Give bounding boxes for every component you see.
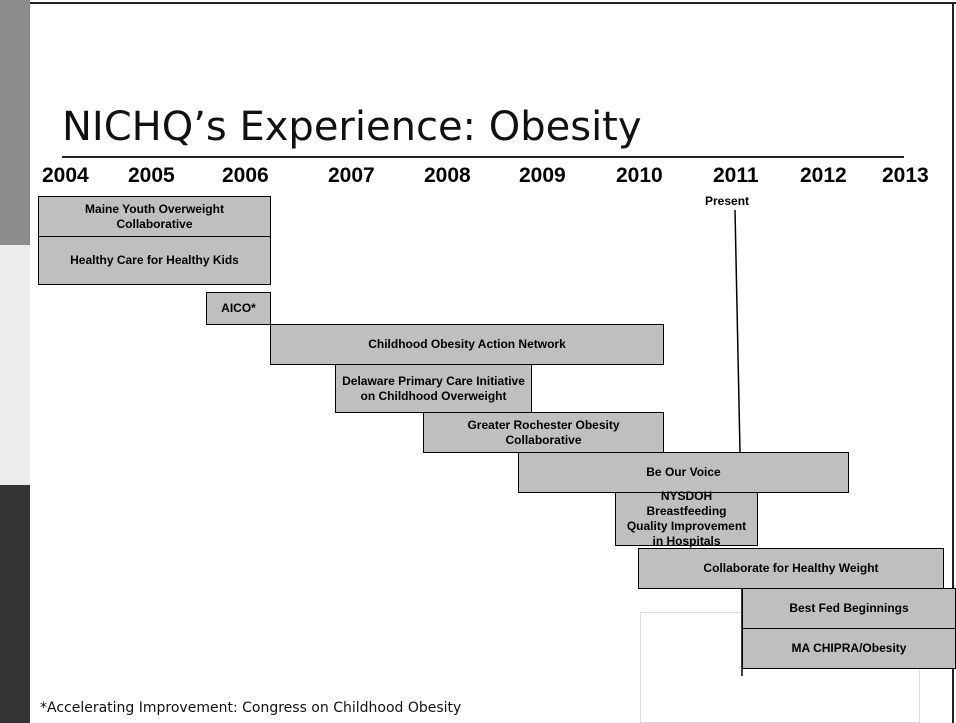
timeline-bar: Childhood Obesity Action Network bbox=[270, 324, 664, 365]
year-label: 2013 bbox=[882, 164, 929, 187]
year-label: 2007 bbox=[328, 164, 375, 187]
timeline-bar: Healthy Care for Healthy Kids bbox=[38, 236, 271, 285]
footnote: *Accelerating Improvement: Congress on C… bbox=[40, 700, 462, 716]
title-underline bbox=[62, 156, 904, 158]
timeline-bar: Greater Rochester Obesity Collaborative bbox=[423, 412, 664, 453]
present-line bbox=[734, 209, 741, 453]
side-strip-bottom bbox=[0, 485, 30, 723]
year-label: 2009 bbox=[519, 164, 566, 187]
timeline-bar: Collaborate for Healthy Weight bbox=[638, 548, 944, 589]
year-label: 2004 bbox=[42, 164, 89, 187]
year-label: 2008 bbox=[424, 164, 471, 187]
year-label: 2012 bbox=[800, 164, 847, 187]
timeline-bar: Delaware Primary Care Initiative on Chil… bbox=[335, 364, 532, 413]
frame-right bbox=[952, 2, 954, 723]
frame-top bbox=[0, 2, 956, 4]
timeline-bar: AICO* bbox=[206, 292, 271, 325]
year-label: 2005 bbox=[128, 164, 175, 187]
timeline-bar: MA CHIPRA/Obesity bbox=[742, 628, 956, 669]
timeline-bar: NYSDOH Breastfeeding Quality Improvement… bbox=[615, 489, 758, 548]
side-strip-middle bbox=[0, 245, 30, 485]
timeline-bar: Best Fed Beginnings bbox=[742, 588, 956, 629]
timeline-bar: Be Our Voice bbox=[518, 452, 849, 493]
year-label: 2010 bbox=[616, 164, 663, 187]
year-label: 2006 bbox=[222, 164, 269, 187]
side-strip-top bbox=[0, 0, 30, 245]
slide-title: NICHQ’s Experience: Obesity bbox=[62, 104, 642, 150]
timeline-bar: Maine Youth Overweight Collaborative bbox=[38, 196, 271, 237]
year-label: 2011 bbox=[713, 164, 759, 187]
present-label: Present bbox=[705, 194, 750, 208]
